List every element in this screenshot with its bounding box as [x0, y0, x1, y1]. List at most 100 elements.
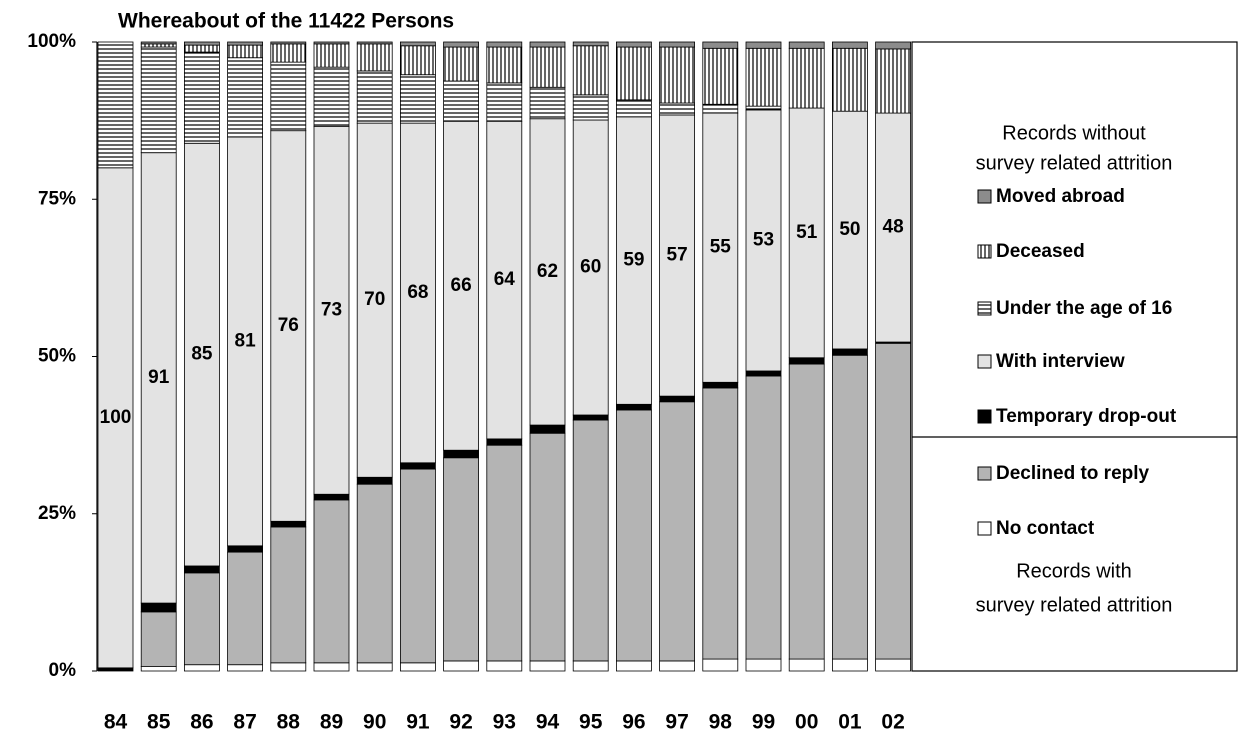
y-tick-label: 50%	[38, 346, 76, 367]
x-tick-label: 96	[622, 711, 645, 734]
legend-label: Moved abroad	[996, 186, 1125, 207]
bar-segment	[270, 662, 307, 672]
bar-segment	[788, 357, 825, 365]
bar-segment	[270, 61, 307, 132]
legend-label: Deceased	[996, 241, 1085, 262]
bar-segment	[529, 46, 566, 88]
annotation: 73	[321, 299, 342, 320]
bar-segment	[659, 114, 695, 397]
bar-segment	[140, 611, 177, 667]
bar-segment	[140, 43, 177, 48]
x-tick-label: 84	[104, 711, 128, 734]
legend-label: Declined to reply	[996, 463, 1150, 484]
legend-swatch	[977, 521, 992, 536]
bar-segment	[443, 457, 480, 662]
y-tick-label: 0%	[49, 660, 77, 681]
bar-segment	[443, 120, 480, 451]
bar-segment	[616, 409, 652, 662]
bar-segment	[702, 41, 739, 49]
x-tick-label: 90	[363, 711, 386, 734]
annotation: 85	[191, 344, 213, 365]
bar-segment	[443, 449, 480, 459]
bar-segment	[529, 118, 566, 426]
bar-segment	[572, 119, 609, 416]
annotation: 62	[537, 261, 558, 282]
bar-segment	[486, 660, 523, 672]
x-tick-label: 92	[449, 711, 472, 734]
bar-segment	[356, 70, 393, 124]
bar-segment	[313, 41, 350, 45]
bar-segment	[659, 660, 695, 672]
legend-box	[911, 41, 1238, 672]
bar-segment	[356, 476, 393, 485]
bar-segment	[616, 660, 652, 672]
bar-segment	[270, 526, 307, 664]
bar-segment	[140, 666, 177, 672]
bar-segment	[270, 130, 307, 522]
bar-segment	[183, 41, 220, 46]
bar-segment	[788, 363, 825, 660]
bar-segment	[529, 432, 566, 662]
annotation: 57	[667, 245, 688, 266]
bar-segment	[616, 46, 652, 101]
x-tick-label: 85	[147, 711, 171, 734]
legend-label: Temporary drop-out	[996, 406, 1177, 427]
bar-segment	[486, 444, 523, 662]
bar-segment	[529, 86, 566, 120]
legend-swatch	[977, 301, 992, 316]
bar-segment	[745, 41, 782, 49]
x-tick-label: 98	[709, 711, 733, 734]
bar-segment	[313, 662, 350, 672]
legend-group-title: Records with	[1016, 560, 1132, 582]
bar-segment	[270, 41, 307, 45]
bar-segment	[616, 403, 652, 411]
bar-segment	[356, 483, 393, 664]
x-tick-label: 95	[579, 711, 603, 734]
bar-segment	[529, 660, 566, 672]
x-tick-label: 97	[665, 711, 688, 734]
bar-segment	[832, 41, 868, 49]
bar-segment	[97, 167, 134, 669]
bar-segment	[745, 105, 782, 111]
x-tick-label: 87	[233, 711, 256, 734]
bar-segment	[875, 342, 911, 660]
legend-swatch	[977, 409, 992, 424]
x-tick-label: 94	[536, 711, 560, 734]
bar-segment	[486, 82, 523, 122]
x-tick-label: 88	[277, 711, 301, 734]
bar-segment	[788, 107, 825, 359]
chart-title: Whereabout of the 11422 Persons	[118, 10, 454, 33]
annotation: 48	[883, 217, 904, 238]
annotation: 51	[796, 222, 818, 243]
bar-segment	[572, 419, 609, 662]
bar-segment	[313, 499, 350, 664]
bar-segment	[270, 520, 307, 528]
x-tick-label: 89	[320, 711, 343, 734]
bar-segment	[183, 142, 220, 567]
bar-segment	[486, 120, 523, 440]
bar-segment	[140, 152, 177, 604]
bar-segment	[97, 667, 134, 672]
bar-segment	[616, 116, 652, 405]
bar-segment	[572, 41, 609, 47]
bar-segment	[875, 658, 911, 672]
bar-segment	[399, 662, 436, 672]
bar-segment	[140, 46, 177, 154]
bar-segment	[659, 401, 695, 662]
bar-segment	[227, 545, 264, 553]
annotation: 100	[100, 407, 132, 428]
bar-segment	[659, 102, 695, 116]
bar-segment	[399, 74, 436, 124]
annotation: 81	[235, 330, 257, 351]
bar-segment	[356, 662, 393, 672]
bar-segment	[486, 41, 523, 48]
annotation: 66	[451, 275, 472, 296]
annotation: 60	[580, 257, 601, 278]
bar-segment	[227, 41, 264, 46]
bar-segment	[183, 565, 220, 574]
bar-segment	[702, 658, 739, 672]
legend-swatch	[977, 354, 992, 369]
bar-segment	[659, 395, 695, 403]
bar-segment	[486, 438, 523, 446]
legend-group-title: survey related attrition	[976, 594, 1173, 616]
